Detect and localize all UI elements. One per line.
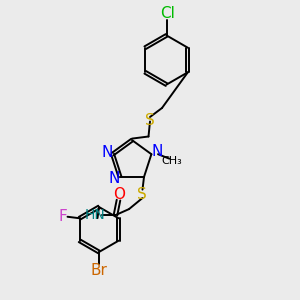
Text: S: S <box>137 187 146 202</box>
Text: Cl: Cl <box>160 6 175 21</box>
Text: N: N <box>108 171 120 186</box>
Text: O: O <box>113 187 125 202</box>
Text: N: N <box>101 145 113 160</box>
Text: S: S <box>145 113 154 128</box>
Text: Br: Br <box>91 263 107 278</box>
Text: HN: HN <box>85 208 106 221</box>
Text: F: F <box>58 209 67 224</box>
Text: N: N <box>151 144 163 159</box>
Text: CH₃: CH₃ <box>161 156 182 166</box>
